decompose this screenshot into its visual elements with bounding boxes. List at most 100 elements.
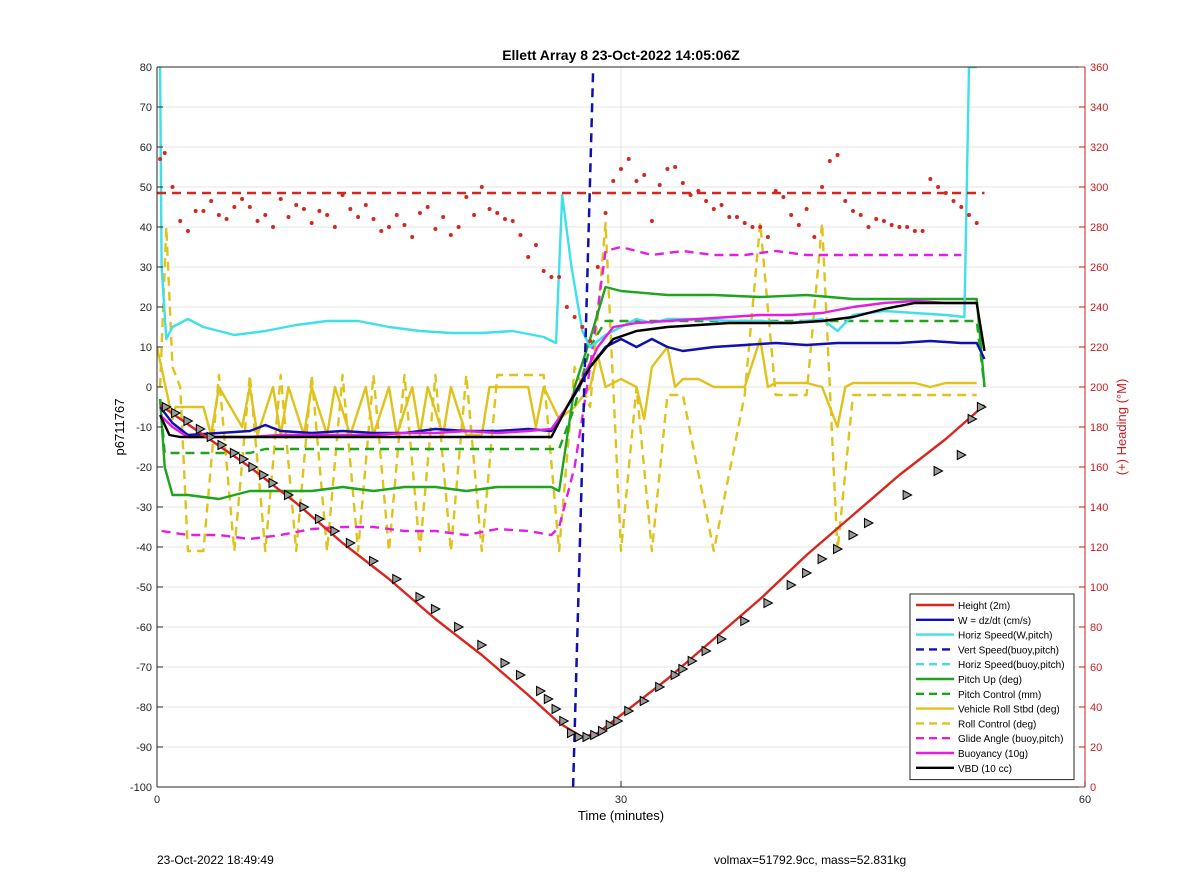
heading-point	[588, 339, 593, 343]
y-tick-label: -90	[136, 742, 152, 754]
heading-point	[866, 225, 871, 229]
dive-marker	[687, 655, 698, 667]
legend-label: Glide Angle (buoy,pitch)	[958, 734, 1063, 745]
heading-point	[479, 185, 484, 189]
dive-marker	[248, 461, 259, 473]
dive-marker	[976, 401, 987, 413]
y-tick-label: 40	[140, 222, 152, 234]
heading-point	[928, 177, 933, 181]
dive-marker	[551, 703, 562, 715]
heading-point	[417, 211, 422, 215]
legend-label: Pitch Up (deg)	[958, 675, 1022, 686]
dive-marker	[268, 477, 279, 489]
heading-point	[170, 185, 175, 189]
legend-label: Height (2m)	[958, 601, 1010, 612]
heading-point	[232, 205, 237, 209]
heading-point	[735, 215, 739, 219]
heading-point	[773, 189, 778, 193]
heading-point	[510, 219, 515, 223]
heading-point	[595, 265, 600, 269]
x-tick-label: 30	[615, 794, 627, 806]
dive-marker	[559, 715, 570, 727]
heading-point	[611, 179, 616, 183]
dive-marker	[740, 615, 751, 627]
heading-point	[158, 157, 163, 161]
heading-point	[943, 191, 948, 195]
heading-point	[387, 225, 391, 229]
heading-point	[402, 223, 407, 227]
y2-tick-label: 180	[1090, 422, 1108, 434]
y2-tick-label: 0	[1090, 782, 1096, 794]
heading-point	[379, 229, 384, 233]
y2-tick-label: 340	[1090, 102, 1108, 114]
dive-marker	[655, 681, 666, 693]
heading-point	[967, 213, 971, 217]
axes: -100-90-80-70-60-50-40-30-20-10010203040…	[130, 62, 1108, 806]
dive-marker	[415, 591, 426, 603]
legend-label: Vert Speed(buoy,pitch)	[958, 645, 1059, 656]
heading-point	[889, 223, 894, 227]
dive-marker	[567, 727, 578, 739]
dive-marker	[217, 439, 228, 451]
y2-tick-label: 260	[1090, 262, 1108, 274]
legend-label: Pitch Control (mm)	[958, 690, 1041, 701]
dive-marker	[259, 469, 270, 481]
heading-point	[162, 151, 167, 155]
heading-point	[634, 179, 639, 183]
heading-point	[858, 213, 863, 217]
dive-marker	[802, 567, 813, 579]
heading-point	[348, 207, 353, 211]
legend-label: Roll Control (deg)	[958, 719, 1036, 730]
heading-point	[526, 255, 531, 259]
dive-marker	[195, 423, 206, 435]
heading-point	[711, 207, 716, 211]
dive-marker	[536, 685, 547, 697]
heading-point	[240, 197, 245, 201]
heading-point	[371, 217, 376, 221]
dive-marker	[717, 633, 728, 645]
series-line-pitch-up-deg	[158, 285, 986, 501]
dive-marker	[314, 513, 325, 525]
dive-marker	[345, 537, 356, 549]
heading-point	[410, 235, 415, 239]
dive-marker	[597, 725, 609, 737]
y-tick-label: 10	[140, 342, 152, 354]
y2-tick-label: 200	[1090, 382, 1108, 394]
legend: Height (2m) W = dz/dt (cm/s) Horiz Speed(W…	[909, 593, 1075, 781]
dive-marker	[902, 489, 913, 501]
heading-point	[564, 305, 569, 309]
heading-point	[665, 167, 670, 171]
heading-point	[912, 229, 917, 233]
heading-point	[549, 275, 554, 279]
heading-point	[448, 233, 453, 237]
dive-marker	[863, 517, 875, 529]
heading-point	[820, 185, 825, 189]
y2-axis-label: (+) Heading (°M)	[1114, 379, 1129, 476]
chart-title: Ellett Array 8 23-Oct-2022 14:05:06Z	[502, 47, 740, 63]
heading-point	[843, 199, 848, 203]
y-tick-label: -40	[136, 542, 152, 554]
y-tick-label: 0	[146, 382, 152, 394]
series-line-vert-speed-buoy-pitch	[571, 67, 595, 787]
heading-point	[340, 193, 345, 197]
heading-point	[688, 193, 693, 197]
heading-point	[974, 221, 979, 225]
y-tick-label: -50	[136, 582, 152, 594]
dive-marker	[933, 465, 944, 477]
dive-marker	[392, 573, 403, 585]
dive-marker	[454, 621, 465, 633]
heading-point	[278, 197, 283, 201]
y-tick-label: -100	[130, 782, 152, 794]
y-tick-label: -20	[136, 462, 152, 474]
heading-point	[503, 217, 507, 221]
y2-tick-label: 280	[1090, 222, 1108, 234]
y2-tick-label: 40	[1090, 702, 1102, 714]
y-tick-label: -60	[136, 622, 152, 634]
y-tick-label: 20	[140, 302, 152, 314]
y-axis-label: p6711767	[112, 399, 127, 456]
y2-tick-label: 20	[1090, 742, 1102, 754]
heading-point	[626, 157, 631, 161]
footer-timestamp: 23-Oct-2022 18:49:49	[157, 853, 274, 867]
heading-point	[750, 225, 755, 229]
